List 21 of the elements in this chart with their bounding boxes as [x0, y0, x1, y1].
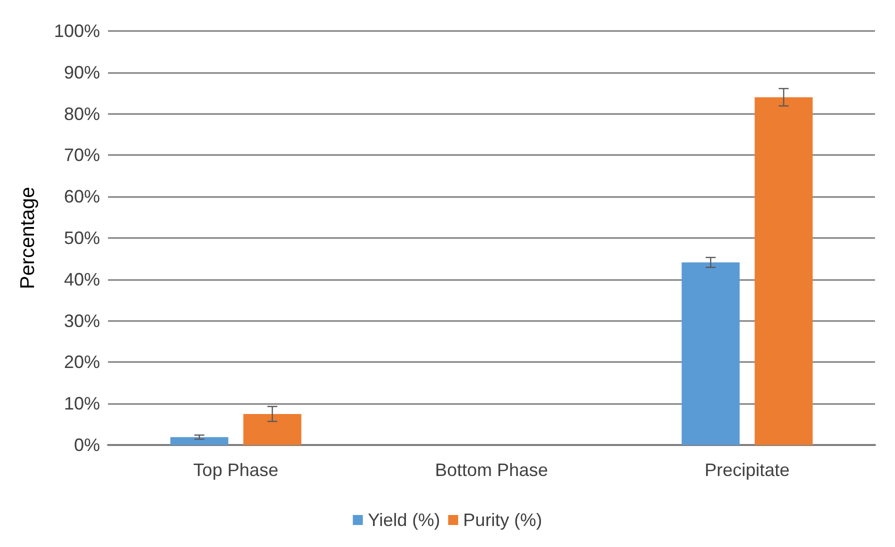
x-tick-label: Precipitate [704, 460, 790, 480]
y-tick-label: 40% [64, 269, 100, 290]
x-tick-label: Bottom Phase [434, 460, 548, 480]
bar [170, 437, 228, 445]
y-tick-label: 30% [64, 310, 100, 331]
bar [682, 262, 740, 445]
legend-label: Purity (%) [463, 510, 542, 530]
y-tick-label: 80% [64, 104, 100, 124]
bar [754, 97, 813, 445]
y-tick-label: 60% [64, 186, 100, 207]
y-tick-label: 10% [64, 394, 100, 414]
bar [243, 414, 302, 445]
y-axis-title: Percentage [17, 186, 39, 290]
y-tick-label: 50% [64, 228, 100, 248]
y-tick-label: 20% [64, 352, 100, 372]
y-tick-label: 0% [74, 435, 100, 455]
x-tick-label: Top Phase [193, 460, 278, 480]
y-tick-label: 90% [64, 62, 100, 82]
y-tick-label: 70% [64, 145, 100, 166]
legend-label: Yield (%) [368, 510, 440, 530]
y-tick-label: 100% [54, 21, 100, 41]
